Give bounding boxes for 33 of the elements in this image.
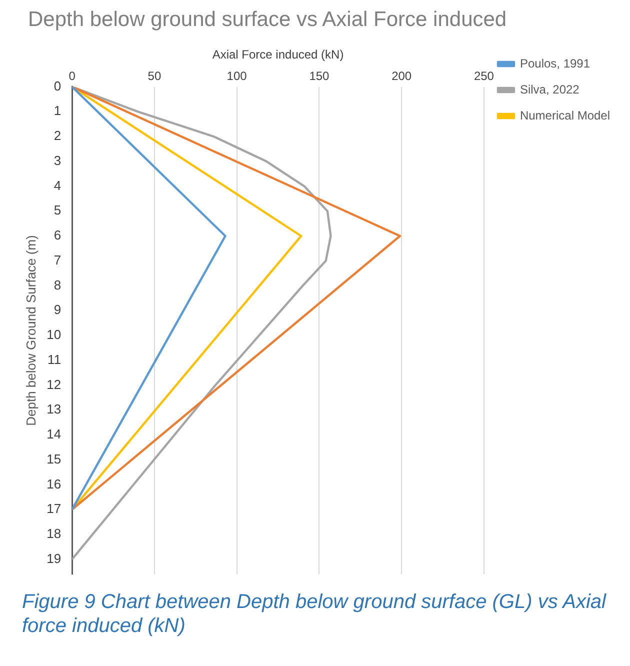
x-axis-title: Axial Force induced (kN) [212,48,344,62]
x-tick-label: 50 [148,68,162,83]
y-tick-label: 9 [54,302,62,318]
caption: Figure 9 Chart between Depth below ground surface (GL) vs Axial force induced (kN) [22,590,608,638]
y-tick-label: 1 [54,103,62,118]
chart-title: Depth below ground surface vs Axial Force induced [27,7,508,33]
x-tick-label: 200 [392,68,412,83]
y-tick-label: 6 [54,228,62,243]
y-tick-label: 14 [46,426,62,442]
y-tick-label: 10 [46,327,62,342]
y-tick-label: 8 [54,277,62,292]
legend-label: Numerical Model [520,108,610,122]
y-tick-label: 11 [48,352,62,367]
y-tick-label: 2 [54,128,62,144]
x-tick-label: 0 [68,68,76,83]
x-tick-label: 100 [226,68,248,83]
x-tick-label: 250 [474,68,494,83]
legend-label: Poulos, 1991 [520,56,590,70]
y-tick-label: 0 [54,78,62,94]
y-tick-label: 16 [46,476,62,492]
y-tick-label: 19 [46,550,62,566]
y-tick-label: 5 [54,202,62,218]
x-tick-label: 150 [309,68,330,83]
y-tick-label: 18 [46,526,62,541]
y-tick-label: 13 [46,402,62,417]
y-tick-label: 17 [46,501,62,516]
y-tick-label: 15 [46,451,62,466]
y-tick-label: 4 [54,178,62,193]
y-tick-label: 7 [54,252,62,268]
y-tick-label: 3 [54,152,62,168]
y-axis-title: Depth below Ground Surface (m) [23,235,38,426]
y-tick-label: 12 [46,376,62,392]
legend-label: Silva, 2022 [520,82,580,96]
